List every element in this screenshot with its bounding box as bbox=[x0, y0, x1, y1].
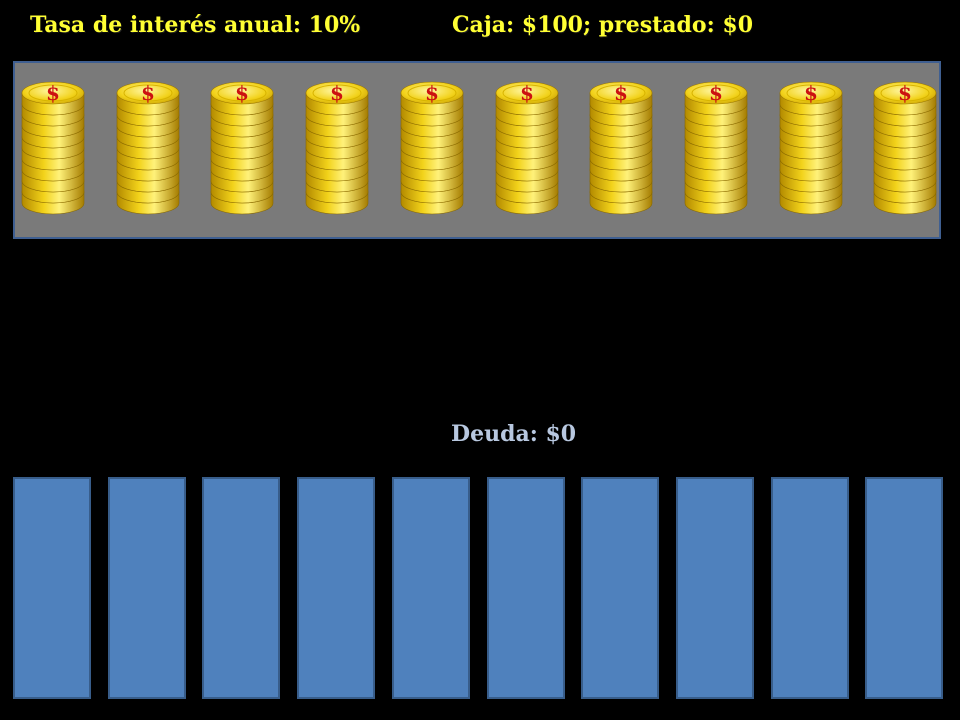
coin bbox=[873, 81, 937, 116]
coin bbox=[779, 81, 842, 116]
dollar-sign-icon: $ bbox=[614, 81, 628, 105]
coin-ring bbox=[880, 84, 930, 102]
coin-stack-graphic: $ bbox=[211, 81, 274, 215]
coin-stack-graphic: $ bbox=[684, 81, 748, 215]
coin-ring bbox=[407, 84, 457, 102]
coin bbox=[211, 81, 274, 116]
dollar-sign-icon: $ bbox=[330, 81, 344, 105]
coin bbox=[495, 81, 558, 116]
dollar-sign-icon: $ bbox=[898, 81, 912, 105]
coin-ring bbox=[502, 84, 551, 102]
coin-ring bbox=[28, 84, 78, 102]
dollar-sign-icon: $ bbox=[520, 81, 534, 105]
coin bbox=[116, 81, 179, 116]
interest-rate-label: Tasa de interés anual: 10% bbox=[30, 12, 361, 38]
coin-stack: $ bbox=[777, 71, 845, 221]
cash-borrowed-label: Caja: $100; prestado: $0 bbox=[452, 12, 753, 38]
dollar-sign-icon: $ bbox=[425, 81, 439, 105]
coin-stacks: $ $ $ $ $ $ $ $ $ $ bbox=[15, 63, 939, 237]
debt-slot bbox=[13, 477, 91, 699]
coin-ring bbox=[786, 84, 836, 102]
coin bbox=[305, 81, 369, 116]
coin-stack-graphic: $ bbox=[305, 81, 369, 215]
dollar-sign-icon: $ bbox=[235, 81, 249, 105]
debt-slot bbox=[581, 477, 660, 699]
coin-stack-graphic: $ bbox=[495, 81, 558, 215]
coin-stack: $ bbox=[871, 71, 939, 221]
debt-slot bbox=[675, 477, 754, 699]
coin-stack-graphic: $ bbox=[589, 81, 653, 215]
dollar-sign-icon: $ bbox=[141, 81, 155, 105]
coin-stack: $ bbox=[208, 71, 276, 221]
coin-stack: $ bbox=[682, 71, 750, 221]
coin-ring bbox=[123, 84, 173, 102]
coin-stack: $ bbox=[114, 71, 182, 221]
coin-stack-graphic: $ bbox=[400, 81, 464, 215]
debt-slot bbox=[107, 477, 186, 699]
coin-stack-graphic: $ bbox=[779, 81, 842, 215]
coin-ring bbox=[691, 84, 741, 102]
debt-slot bbox=[297, 477, 376, 699]
debt-slot bbox=[391, 477, 470, 699]
coin-stack: $ bbox=[19, 71, 87, 221]
dollar-sign-icon: $ bbox=[46, 81, 60, 105]
coin-stack-graphic: $ bbox=[21, 81, 85, 215]
coin-stack: $ bbox=[303, 71, 371, 221]
coin bbox=[589, 81, 653, 116]
dollar-sign-icon: $ bbox=[804, 81, 818, 105]
coin bbox=[21, 81, 85, 116]
debt-label: Deuda: $0 bbox=[451, 421, 577, 447]
debt-slot bbox=[865, 477, 944, 699]
coin bbox=[684, 81, 748, 116]
dollar-sign-icon: $ bbox=[709, 81, 723, 105]
coin-stack: $ bbox=[493, 71, 561, 221]
debt-slot bbox=[770, 477, 849, 699]
debt-slot bbox=[486, 477, 565, 699]
coin-stack: $ bbox=[587, 71, 655, 221]
coin-stack: $ bbox=[398, 71, 466, 221]
coin-stack-graphic: $ bbox=[116, 81, 179, 215]
debt-slot bbox=[202, 477, 281, 699]
coin-ring bbox=[312, 84, 362, 102]
coin-ring bbox=[596, 84, 646, 102]
coin bbox=[400, 81, 464, 116]
coin-ring bbox=[217, 84, 267, 102]
coin-vault: $ $ $ $ $ $ $ $ $ $ bbox=[13, 61, 941, 239]
coin-stack-graphic: $ bbox=[873, 81, 937, 215]
